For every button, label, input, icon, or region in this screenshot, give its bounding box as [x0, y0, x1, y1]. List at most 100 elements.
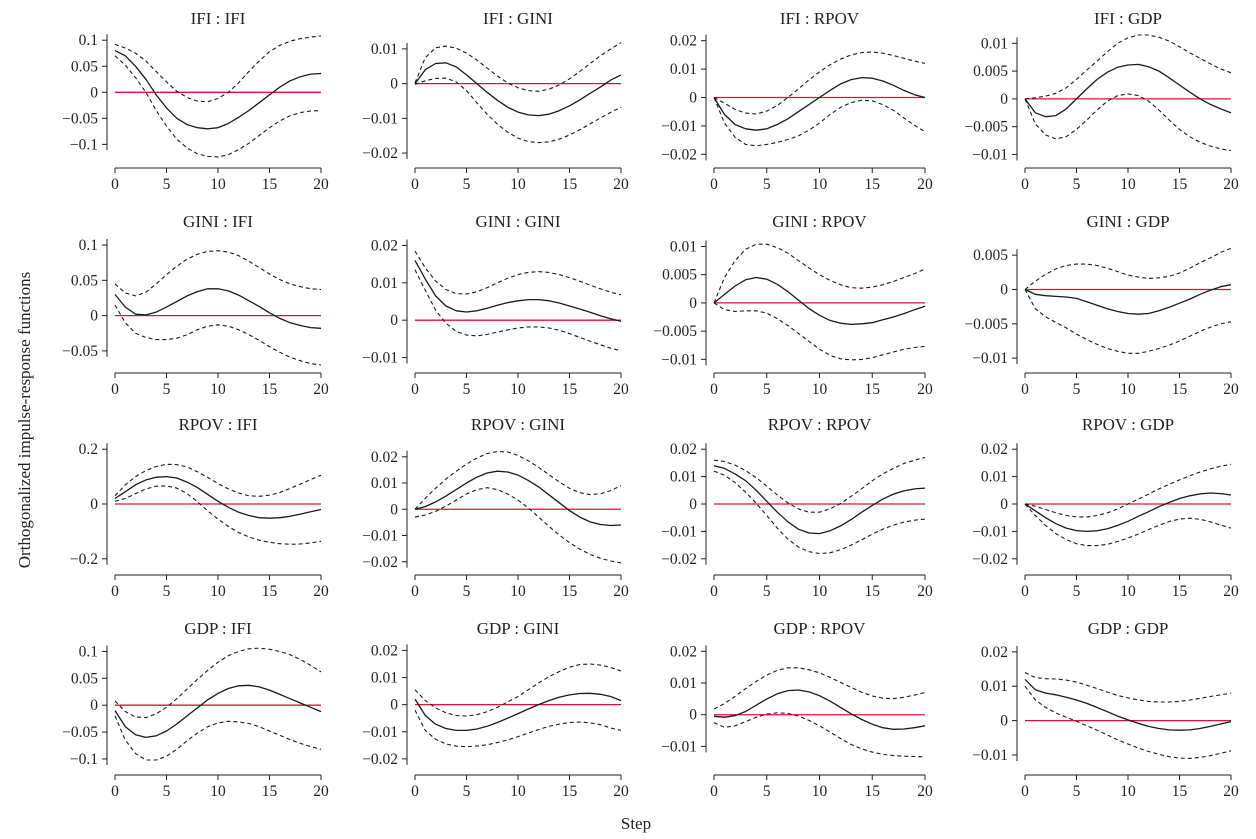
y-tick-label: 0.005 — [662, 267, 697, 284]
irf-panel: IFI : GDP −0.01 −0.005 0 0.005 0.01 0 5 10 15 20 — [964, 9, 1239, 193]
y-tick-label: −0.1 — [70, 751, 98, 768]
x-tick-label: 15 — [262, 583, 278, 600]
x-tick-label: 20 — [917, 176, 933, 193]
x-tick-label: 5 — [763, 176, 771, 193]
x-tick-label: 5 — [163, 783, 171, 800]
x-tick-label: 5 — [763, 381, 771, 398]
y-tick-label: −0.005 — [653, 323, 697, 340]
irf-panel: GDP : GINI −0.02 −0.01 0 0.01 0.02 0 5 10 15 20 — [362, 619, 629, 800]
panel-title: GINI : IFI — [183, 212, 253, 231]
ci-lower-line — [114, 485, 322, 545]
x-tick-label: 5 — [463, 783, 471, 800]
x-tick-label: 15 — [562, 583, 578, 600]
y-tick-label: −0.1 — [70, 136, 98, 153]
x-tick-label: 0 — [1021, 783, 1029, 800]
x-tick-label: 20 — [917, 381, 933, 398]
x-tick-label: 15 — [1172, 783, 1188, 800]
x-tick-label: 20 — [313, 176, 329, 193]
y-tick-label: 0 — [390, 697, 398, 714]
y-tick-label: −0.02 — [972, 551, 1008, 568]
x-tick-label: 0 — [111, 381, 119, 398]
ci-lower-line — [713, 470, 926, 555]
irf-panel: GINI : GDP −0.01 −0.005 0 0.005 0 5 10 15 20 — [964, 212, 1239, 398]
x-tick-label: 5 — [163, 583, 171, 600]
x-tick-label: 0 — [411, 783, 419, 800]
x-tick-label: 10 — [812, 176, 828, 193]
irf-line — [713, 76, 926, 131]
x-tick-label: 10 — [510, 583, 526, 600]
irf-line — [713, 276, 926, 326]
y-tick-label: 0 — [1000, 496, 1008, 513]
x-tick-label: 15 — [562, 176, 578, 193]
y-tick-label: 0.01 — [371, 475, 398, 492]
y-tick-label: −0.01 — [362, 724, 398, 741]
figure-ylabel: Orthogonalized impulse-response function… — [15, 272, 34, 569]
ci-upper-line — [114, 250, 322, 297]
ci-upper-line — [414, 250, 622, 296]
y-tick-label: 0.01 — [371, 41, 398, 58]
panel-title: RPOV : RPOV — [768, 415, 872, 434]
y-tick-label: 0 — [1000, 281, 1008, 298]
panel-title: IFI : RPOV — [780, 9, 860, 28]
irf-line — [1024, 284, 1232, 315]
y-tick-label: −0.01 — [661, 351, 697, 368]
x-tick-label: 5 — [763, 783, 771, 800]
x-tick-label: 5 — [1073, 176, 1081, 193]
x-tick-label: 15 — [262, 381, 278, 398]
x-tick-label: 15 — [1172, 176, 1188, 193]
x-tick-label: 20 — [613, 176, 629, 193]
y-tick-label: 0.02 — [371, 449, 398, 466]
irf-panel: RPOV : GDP −0.02 −0.01 0 0.01 0.02 0 5 10 15 20 — [972, 415, 1239, 600]
ci-lower-line — [114, 55, 322, 158]
irf-panel: IFI : RPOV −0.02 −0.01 0 0.01 0.02 0 5 10 15 20 — [661, 9, 933, 193]
y-tick-label: 0 — [90, 84, 98, 101]
x-tick-label: 20 — [917, 783, 933, 800]
x-tick-label: 10 — [812, 583, 828, 600]
x-tick-label: 15 — [562, 783, 578, 800]
y-tick-label: −0.005 — [964, 316, 1008, 333]
x-tick-label: 10 — [812, 381, 828, 398]
ci-lower-line — [414, 487, 622, 564]
y-tick-label: 0.005 — [973, 247, 1008, 264]
y-tick-label: 0.01 — [981, 469, 1008, 486]
x-tick-label: 20 — [613, 783, 629, 800]
y-tick-label: 0 — [689, 496, 697, 513]
x-tick-label: 15 — [262, 176, 278, 193]
panel-title: GINI : GINI — [476, 212, 561, 231]
y-tick-label: −0.2 — [70, 551, 98, 568]
ci-upper-line — [713, 243, 926, 304]
x-tick-label: 0 — [111, 176, 119, 193]
x-tick-label: 20 — [1223, 783, 1239, 800]
y-tick-label: −0.01 — [972, 350, 1008, 367]
y-tick-label: −0.01 — [362, 110, 398, 127]
y-tick-label: −0.02 — [362, 751, 398, 768]
ci-upper-line — [1024, 247, 1232, 290]
ci-upper-line — [114, 463, 322, 497]
y-tick-label: 0 — [689, 707, 697, 724]
y-tick-label: −0.02 — [661, 551, 697, 568]
x-tick-label: 5 — [463, 176, 471, 193]
x-tick-label: 15 — [865, 783, 881, 800]
x-tick-label: 0 — [710, 583, 718, 600]
x-tick-label: 0 — [411, 583, 419, 600]
ci-upper-line — [114, 647, 322, 719]
x-tick-label: 15 — [865, 381, 881, 398]
irf-line — [1024, 492, 1232, 533]
x-tick-label: 0 — [710, 381, 718, 398]
y-tick-label: 0.01 — [670, 61, 697, 78]
ci-upper-line — [713, 51, 926, 115]
y-tick-label: −0.05 — [62, 110, 98, 127]
y-tick-label: 0.01 — [371, 275, 398, 292]
x-tick-label: 20 — [313, 381, 329, 398]
ci-lower-line — [414, 709, 622, 748]
panel-title: GDP : GDP — [1088, 619, 1169, 638]
y-tick-label: 0.02 — [670, 33, 697, 50]
ci-upper-line — [1024, 463, 1232, 518]
irf-panel: GDP : GDP −0.01 0 0.01 0.02 0 5 10 15 20 — [972, 619, 1239, 800]
y-tick-label: 0 — [390, 312, 398, 329]
y-tick-label: −0.01 — [362, 528, 398, 545]
x-tick-label: 15 — [262, 783, 278, 800]
x-tick-label: 5 — [1073, 381, 1081, 398]
x-tick-label: 10 — [210, 176, 226, 193]
